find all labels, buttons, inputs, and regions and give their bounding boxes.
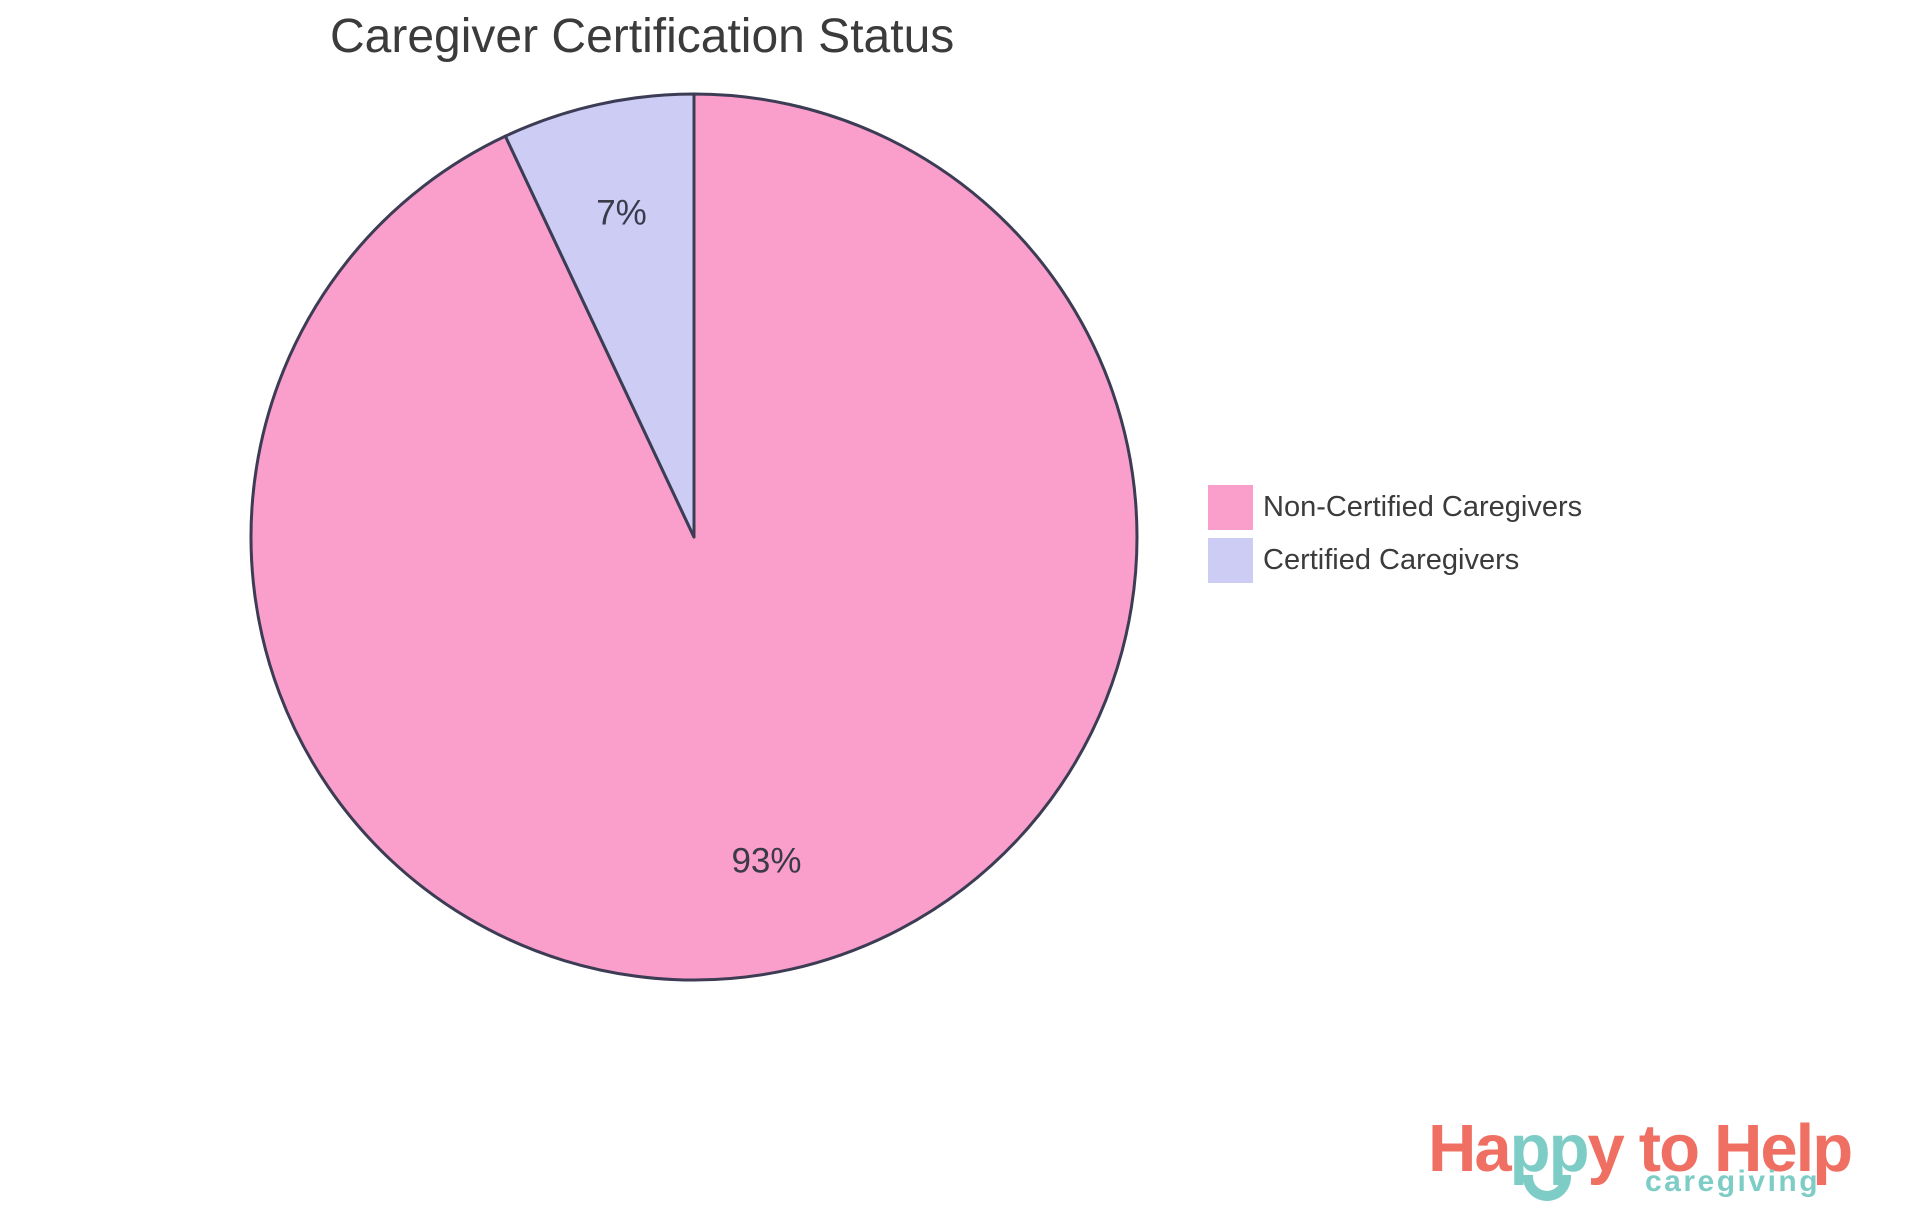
legend-swatch-certified: [1208, 538, 1253, 583]
slice-percentage-label: 93%: [731, 842, 801, 881]
logo-text-help: Help: [1714, 1111, 1853, 1186]
logo-text-to: to: [1638, 1111, 1700, 1186]
logo-text-pp: pp: [1509, 1111, 1590, 1186]
logo-text-y: y: [1587, 1111, 1625, 1186]
logo-wordmark: Happy to Help: [1428, 1115, 1853, 1182]
legend-label-certified: Certified Caregivers: [1263, 544, 1520, 576]
pie-slice-certified-caregivers: [503, 92, 696, 539]
chart-title: Caregiver Certification Status: [330, 10, 955, 63]
happy-to-help-logo: Happy to Help caregiving: [1428, 1105, 1888, 1210]
logo-tagline: caregiving: [1645, 1165, 1821, 1198]
legend-item-non-certified: Non-Certified Caregivers: [1208, 485, 1582, 530]
legend: Non-Certified Caregivers Certified Careg…: [1208, 485, 1582, 591]
legend-label-non-certified: Non-Certified Caregivers: [1263, 491, 1583, 523]
slice-percentage-label: 7%: [596, 193, 647, 232]
smile-icon: [1523, 1175, 1571, 1201]
logo-text-ha: Ha: [1428, 1111, 1512, 1186]
legend-swatch-non-certified: [1208, 485, 1253, 530]
legend-item-certified: Certified Caregivers: [1208, 538, 1582, 583]
